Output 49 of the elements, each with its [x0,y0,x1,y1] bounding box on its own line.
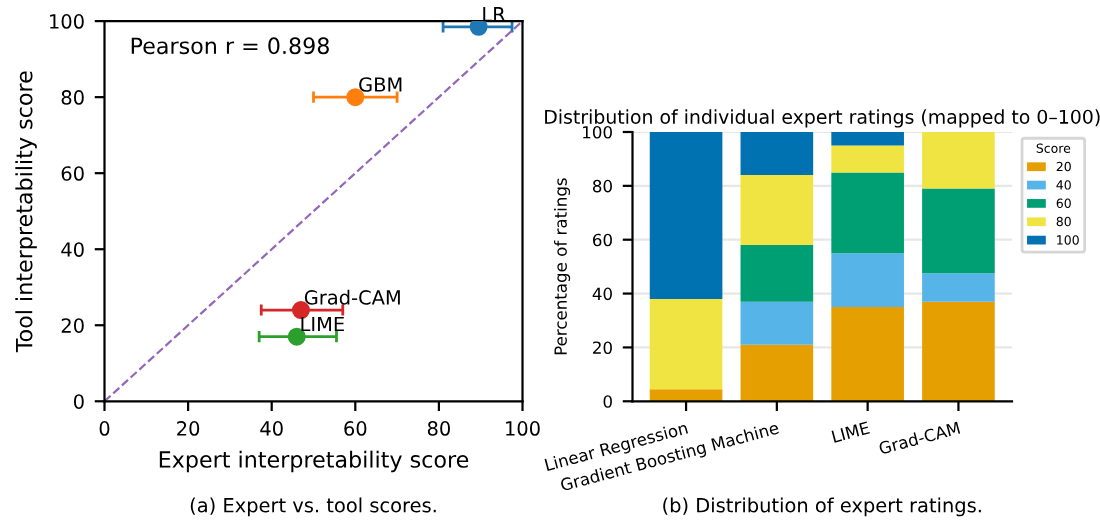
y-tick-label: 40 [61,242,84,257]
y-tick-label: 20 [593,341,612,354]
bar [922,132,995,189]
text: (b) Distribution of expert ratings. [663,497,981,517]
y-tick-label: 0 [73,394,84,409]
bar [740,132,814,176]
bar [740,175,814,246]
text: (a) Expert vs. tool scores. [190,497,436,517]
bar [831,172,904,254]
x-tick-label: 0 [99,421,110,436]
series-label: GBM [359,77,402,92]
x-tick-label: 100 [506,421,540,436]
bar [831,132,904,146]
y-tick-label: 40 [592,287,612,301]
y-tick-label: 60 [61,166,84,181]
bar [649,132,723,299]
y-tick-label: 20 [61,318,84,333]
x-tick-label: 40 [260,421,283,436]
bar [831,253,904,308]
y-tick-label: 80 [61,90,84,105]
bar [740,245,814,302]
series-label: LIME [301,316,344,332]
x-tick-label: 80 [427,421,450,436]
y-tick-label: 100 [583,125,612,139]
bar [922,273,995,302]
x-tick-label: LIME [831,421,870,443]
y-tick-label: 100 [50,14,84,29]
bar [740,301,814,345]
y-axis-title: Tool interpretability score [15,71,37,353]
y-tick-label: 0 [603,395,612,408]
y-tick-label: 60 [593,233,612,247]
point [469,21,488,36]
bar [922,301,995,402]
bar [649,298,723,390]
bar [831,145,904,173]
bar [831,307,904,402]
y-axis-title: Percentage of ratings [554,178,571,355]
bar [740,344,814,402]
chart-title: Distribution of individual expert ratings (mapped to 0–100) [545,109,1100,128]
annotation: Pearson r = 0.898 [131,37,329,55]
point [346,88,365,107]
y-tick-label: 80 [592,179,612,193]
bar [922,188,995,274]
bar [649,389,723,402]
x-tick-label: 60 [344,421,367,436]
series-label: Grad-CAM [304,289,400,305]
x-tick-label: 20 [177,421,200,436]
point [287,327,306,346]
x-axis-title: Expert interpretability score [159,450,469,473]
